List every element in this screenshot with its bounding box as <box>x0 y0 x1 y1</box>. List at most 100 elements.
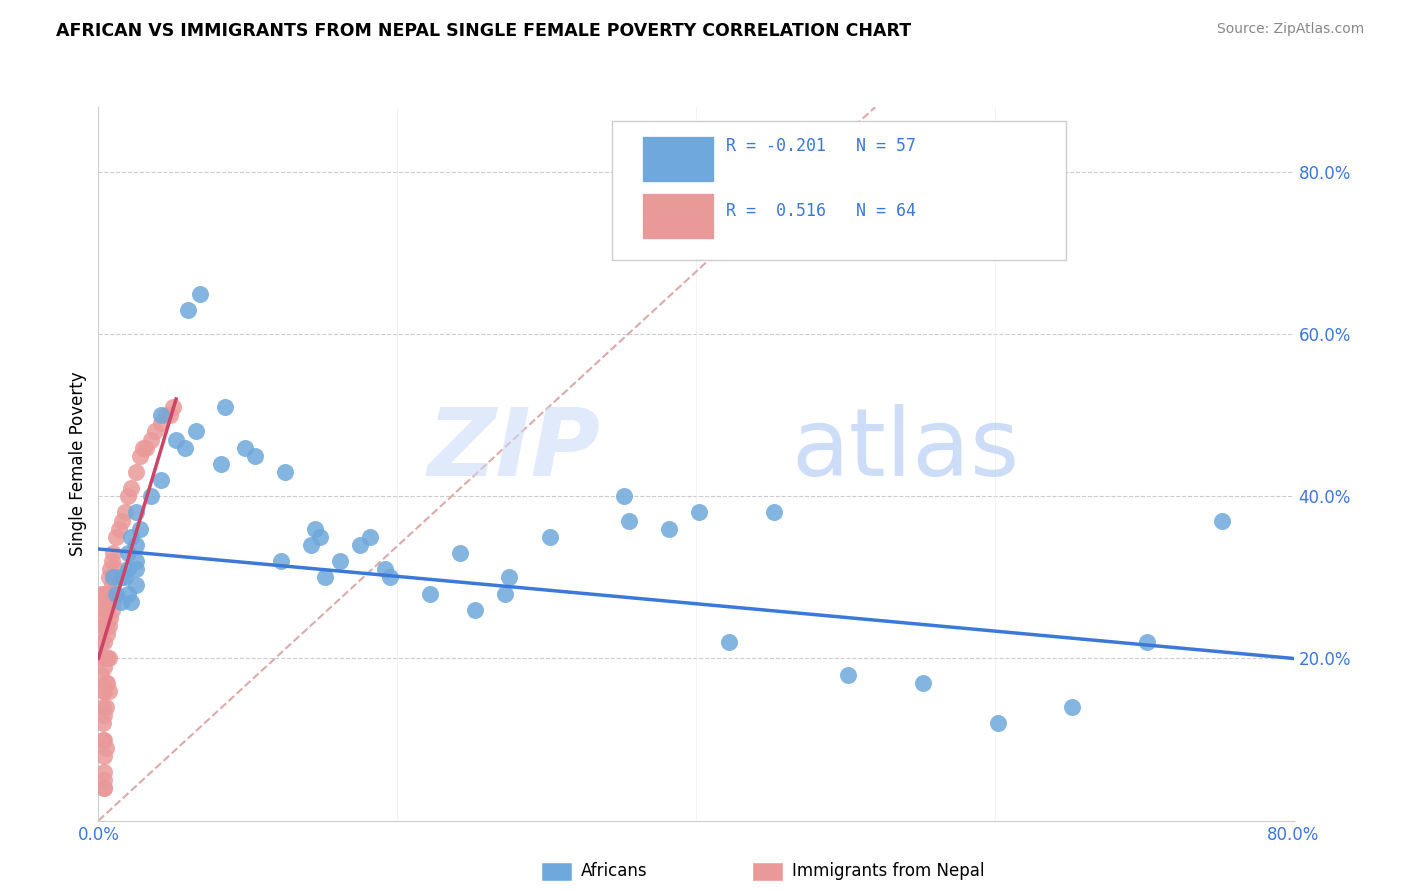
Point <box>103 570 125 584</box>
Point <box>139 489 162 503</box>
Point <box>101 603 124 617</box>
Point <box>96 651 118 665</box>
Point <box>110 595 132 609</box>
Point <box>349 538 371 552</box>
Point <box>100 586 122 600</box>
Point <box>120 481 142 495</box>
Point <box>91 732 114 747</box>
FancyBboxPatch shape <box>613 121 1067 260</box>
Point <box>155 408 177 422</box>
Point <box>184 425 207 439</box>
Point <box>139 433 162 447</box>
Point <box>96 603 118 617</box>
Point <box>108 522 131 536</box>
Point <box>209 457 232 471</box>
Point <box>150 408 173 422</box>
Point <box>103 595 125 609</box>
Point <box>96 586 118 600</box>
Point <box>494 586 516 600</box>
Point <box>93 764 115 779</box>
Point <box>93 586 115 600</box>
Point <box>105 562 128 576</box>
Point <box>374 562 396 576</box>
Point <box>93 748 115 763</box>
Point <box>1062 700 1084 714</box>
Point <box>125 554 148 568</box>
Point <box>91 700 114 714</box>
Point <box>1211 514 1233 528</box>
Y-axis label: Single Female Poverty: Single Female Poverty <box>69 372 87 556</box>
Point <box>91 619 114 633</box>
Point <box>94 740 117 755</box>
Point <box>101 578 124 592</box>
Point <box>90 635 112 649</box>
Point <box>688 506 710 520</box>
Point <box>125 538 148 552</box>
Point <box>987 716 1010 731</box>
Point <box>93 611 115 625</box>
Point <box>105 530 128 544</box>
Point <box>93 635 115 649</box>
Point <box>93 781 115 796</box>
Point <box>658 522 681 536</box>
Point <box>91 651 114 665</box>
Point <box>617 514 640 528</box>
Point <box>97 651 120 665</box>
Point <box>143 425 166 439</box>
Point <box>91 716 114 731</box>
Point <box>159 408 181 422</box>
Point <box>233 441 256 455</box>
Text: R = -0.201   N = 57: R = -0.201 N = 57 <box>725 137 915 155</box>
Point <box>162 400 184 414</box>
Point <box>245 449 267 463</box>
Point <box>125 506 148 520</box>
Point <box>117 489 139 503</box>
Point <box>308 530 330 544</box>
Point <box>214 400 236 414</box>
Point <box>97 619 120 633</box>
Text: atlas: atlas <box>792 403 1019 496</box>
Text: AFRICAN VS IMMIGRANTS FROM NEPAL SINGLE FEMALE POVERTY CORRELATION CHART: AFRICAN VS IMMIGRANTS FROM NEPAL SINGLE … <box>56 22 911 40</box>
Point <box>117 546 139 560</box>
Point <box>359 530 381 544</box>
Point <box>419 586 441 600</box>
Point <box>101 554 124 568</box>
Point <box>117 562 139 576</box>
Point <box>97 570 120 584</box>
Text: Africans: Africans <box>581 863 647 880</box>
Point <box>103 546 125 560</box>
FancyBboxPatch shape <box>643 193 714 239</box>
Text: Immigrants from Nepal: Immigrants from Nepal <box>792 863 984 880</box>
Point <box>100 611 122 625</box>
Point <box>93 732 115 747</box>
Point <box>912 675 935 690</box>
Point <box>613 489 636 503</box>
Point <box>114 570 136 584</box>
Point <box>125 578 148 592</box>
Point <box>464 603 486 617</box>
Point <box>837 667 859 681</box>
Point <box>125 465 148 479</box>
Point <box>111 514 134 528</box>
Point <box>94 619 117 633</box>
Point <box>329 554 352 568</box>
Point <box>150 473 173 487</box>
Text: ZIP: ZIP <box>427 403 600 496</box>
Point <box>97 595 120 609</box>
Point <box>177 302 200 317</box>
Point <box>94 651 117 665</box>
Point <box>90 586 112 600</box>
Point <box>94 700 117 714</box>
Point <box>94 595 117 609</box>
Point <box>299 538 322 552</box>
Point <box>129 522 152 536</box>
Point <box>110 570 132 584</box>
Point <box>91 684 114 698</box>
Point <box>125 562 148 576</box>
Point <box>103 570 125 584</box>
Point <box>96 675 118 690</box>
Point <box>762 506 785 520</box>
Point <box>188 286 211 301</box>
Point <box>100 562 122 576</box>
Point <box>274 465 297 479</box>
